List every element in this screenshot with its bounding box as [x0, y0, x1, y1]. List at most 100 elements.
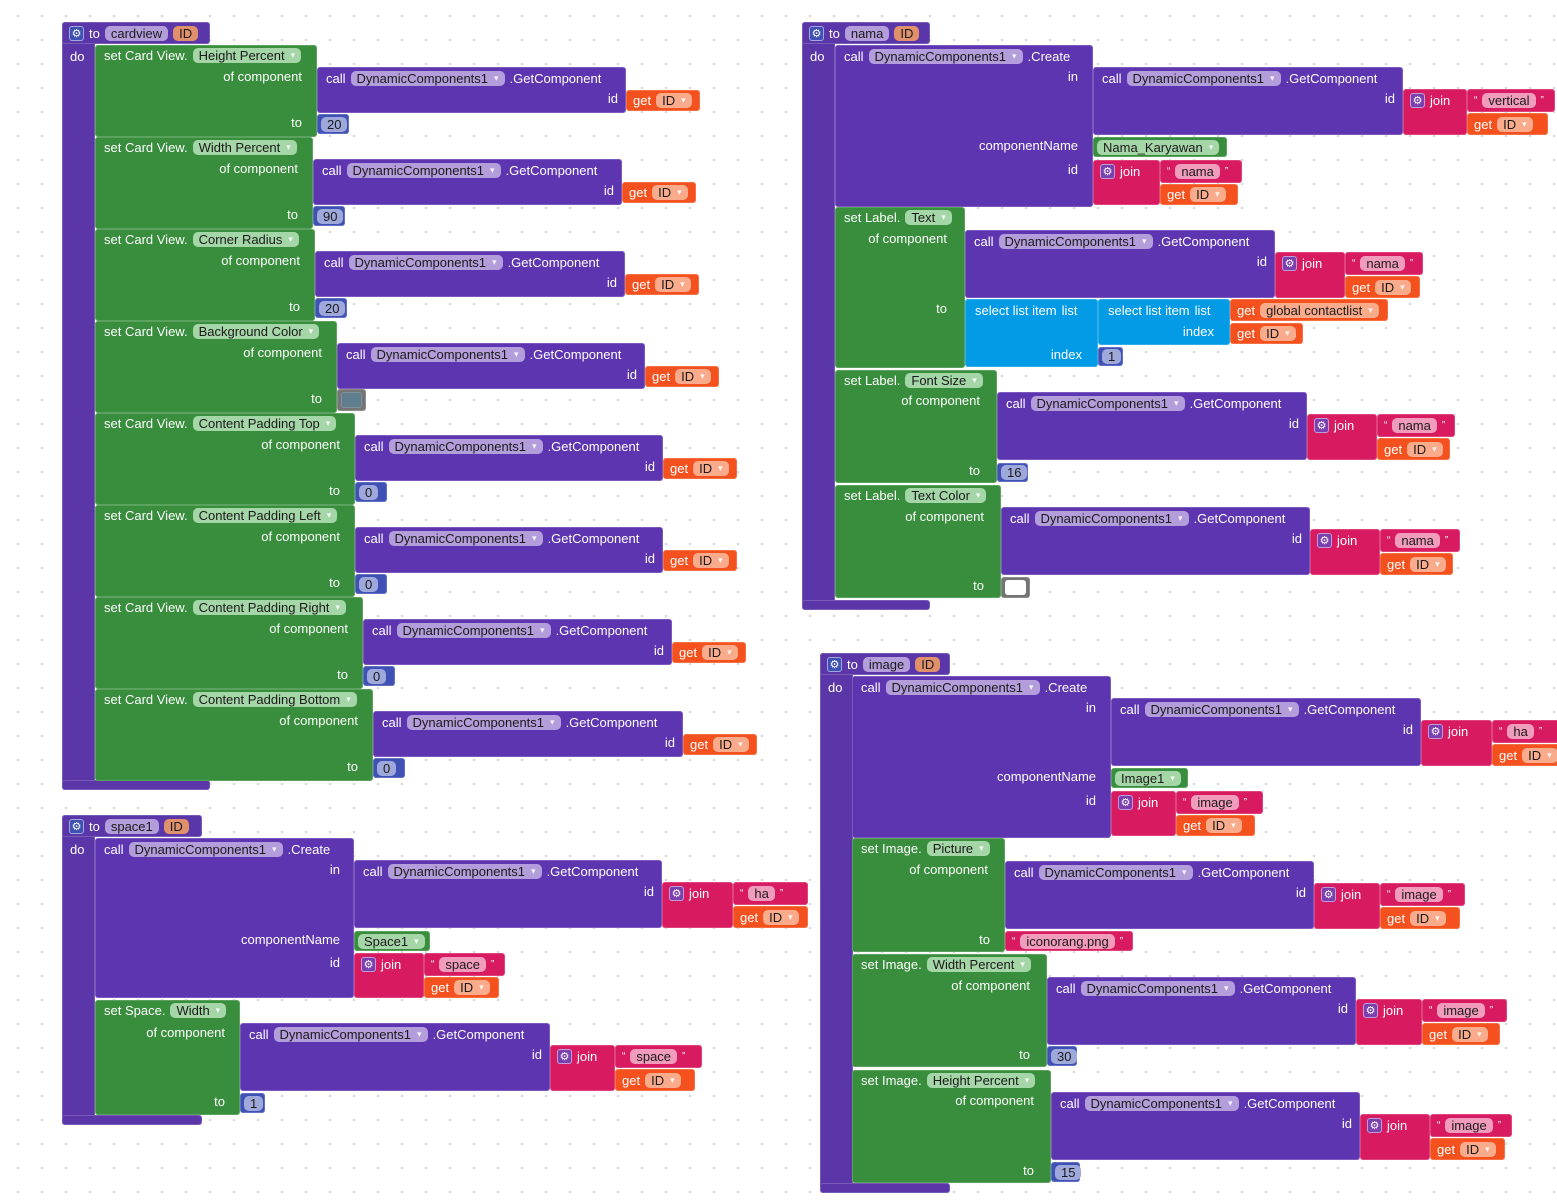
text-value[interactable]: iconorang.png: [1020, 933, 1115, 949]
component-dropdown[interactable]: DynamicComponents1 ▾: [348, 254, 503, 270]
variable-dropdown[interactable]: ID ▾: [763, 909, 799, 925]
number-value[interactable]: 0: [377, 760, 397, 776]
property-setter-block[interactable]: [835, 485, 1001, 598]
property-dropdown[interactable]: Background Color ▾: [192, 323, 320, 339]
select-list-item-block[interactable]: [1098, 299, 1230, 345]
procedure-gear-icon[interactable]: ⚙: [69, 818, 84, 834]
number-value[interactable]: 0: [367, 668, 387, 684]
join-mutator-gear-icon[interactable]: ⚙: [361, 956, 376, 972]
text-value[interactable]: image: [1395, 887, 1443, 902]
component-dropdown[interactable]: DynamicComponents1 ▾: [1144, 701, 1299, 717]
property-setter-block[interactable]: [835, 207, 965, 368]
variable-dropdown[interactable]: ID ▾: [1410, 556, 1446, 572]
property-dropdown[interactable]: Width Percent ▾: [926, 956, 1031, 972]
component-dropdown[interactable]: DynamicComponents1 ▾: [1126, 70, 1281, 86]
color-swatch[interactable]: [341, 392, 362, 408]
component-dropdown[interactable]: DynamicComponents1 ▾: [868, 48, 1023, 64]
component-dropdown[interactable]: DynamicComponents1 ▾: [388, 530, 543, 546]
variable-dropdown[interactable]: ID ▾: [1206, 818, 1242, 833]
parameter-field[interactable]: ID: [894, 25, 920, 41]
number-value[interactable]: 30: [1051, 1048, 1078, 1064]
procedure-name-field[interactable]: image: [862, 656, 911, 672]
component-dropdown[interactable]: DynamicComponents1 ▾: [1080, 980, 1235, 996]
join-mutator-gear-icon[interactable]: ⚙: [1321, 886, 1336, 902]
number-value[interactable]: 1: [1102, 349, 1122, 364]
variable-dropdown[interactable]: ID ▾: [1190, 187, 1226, 202]
procedure-gear-icon[interactable]: ⚙: [827, 656, 842, 672]
create-call-block[interactable]: [852, 676, 1111, 838]
component-dropdown[interactable]: DynamicComponents1 ▾: [128, 841, 283, 857]
join-mutator-gear-icon[interactable]: ⚙: [1317, 532, 1332, 548]
variable-dropdown[interactable]: ID ▾: [454, 980, 490, 995]
text-value[interactable]: image: [1191, 795, 1239, 810]
text-value[interactable]: ha: [1507, 724, 1534, 739]
component-dropdown[interactable]: DynamicComponents1 ▾: [350, 70, 505, 86]
property-dropdown[interactable]: Text Color ▾: [905, 487, 987, 503]
variable-dropdown[interactable]: ID ▾: [655, 277, 691, 292]
number-value[interactable]: 90: [317, 208, 344, 224]
property-dropdown[interactable]: Content Padding Bottom ▾: [192, 691, 357, 707]
property-setter-block[interactable]: [852, 1070, 1051, 1183]
join-mutator-gear-icon[interactable]: ⚙: [1363, 1002, 1378, 1018]
property-dropdown[interactable]: Content Padding Left ▾: [192, 507, 338, 523]
property-dropdown[interactable]: Content Padding Top ▾: [192, 415, 337, 431]
variable-dropdown[interactable]: global contactlist ▾: [1260, 302, 1379, 318]
procedure-name-field[interactable]: cardview: [104, 25, 169, 41]
variable-dropdown[interactable]: ID ▾: [693, 461, 729, 476]
component-dropdown[interactable]: DynamicComponents1 ▾: [406, 714, 561, 730]
variable-dropdown[interactable]: ID ▾: [652, 185, 688, 200]
procedure-gear-icon[interactable]: ⚙: [809, 25, 824, 41]
property-dropdown[interactable]: Picture ▾: [926, 840, 990, 856]
join-mutator-gear-icon[interactable]: ⚙: [1410, 92, 1425, 108]
text-value[interactable]: vertical: [1482, 93, 1536, 108]
join-mutator-gear-icon[interactable]: ⚙: [1367, 1117, 1382, 1133]
component-dropdown[interactable]: DynamicComponents1 ▾: [885, 679, 1040, 695]
number-value[interactable]: 20: [321, 116, 348, 132]
text-value[interactable]: image: [1445, 1118, 1493, 1133]
variable-dropdown[interactable]: ID ▾: [675, 369, 711, 384]
component-dropdown[interactable]: DynamicComponents1 ▾: [1030, 395, 1185, 411]
component-dropdown[interactable]: DynamicComponents1 ▾: [346, 162, 501, 178]
join-mutator-gear-icon[interactable]: ⚙: [1100, 163, 1115, 179]
variable-dropdown[interactable]: ID ▾: [1407, 441, 1443, 457]
component-name-dropdown[interactable]: Space1 ▾: [358, 933, 425, 949]
property-dropdown[interactable]: Width Percent ▾: [192, 139, 297, 155]
color-swatch[interactable]: [1005, 580, 1026, 595]
variable-dropdown[interactable]: ID ▾: [1410, 910, 1446, 926]
number-value[interactable]: 0: [359, 576, 379, 592]
join-mutator-gear-icon[interactable]: ⚙: [669, 885, 684, 901]
number-value[interactable]: 20: [319, 300, 346, 316]
parameter-field[interactable]: ID: [163, 818, 189, 834]
text-value[interactable]: nama: [1360, 256, 1405, 271]
number-value[interactable]: 0: [359, 484, 379, 500]
number-value[interactable]: 16: [1001, 465, 1028, 480]
join-mutator-gear-icon[interactable]: ⚙: [1118, 794, 1133, 810]
procedure-gear-icon[interactable]: ⚙: [69, 25, 84, 41]
variable-dropdown[interactable]: ID ▾: [693, 553, 729, 568]
parameter-field[interactable]: ID: [915, 656, 941, 672]
text-value[interactable]: nama: [1395, 533, 1440, 548]
variable-dropdown[interactable]: ID ▾: [713, 737, 749, 752]
variable-dropdown[interactable]: ID ▾: [1522, 747, 1557, 763]
property-dropdown[interactable]: Height Percent ▾: [192, 47, 302, 63]
procedure-name-field[interactable]: nama: [844, 25, 890, 41]
text-value[interactable]: ha: [748, 886, 775, 901]
component-name-dropdown[interactable]: Image1 ▾: [1115, 770, 1181, 786]
variable-dropdown[interactable]: ID ▾: [1452, 1026, 1488, 1042]
variable-dropdown[interactable]: ID ▾: [1375, 279, 1411, 295]
component-dropdown[interactable]: DynamicComponents1 ▾: [387, 863, 542, 879]
create-call-block[interactable]: [835, 45, 1093, 207]
join-mutator-gear-icon[interactable]: ⚙: [1428, 723, 1443, 739]
number-value[interactable]: 1: [244, 1095, 264, 1111]
component-dropdown[interactable]: DynamicComponents1 ▾: [370, 346, 525, 362]
component-dropdown[interactable]: DynamicComponents1 ▾: [396, 622, 551, 638]
parameter-field[interactable]: ID: [173, 25, 199, 41]
property-setter-block[interactable]: [852, 954, 1047, 1067]
create-call-block[interactable]: [95, 838, 354, 998]
property-setter-block[interactable]: [835, 370, 997, 483]
property-setter-block[interactable]: [852, 838, 1005, 952]
component-dropdown[interactable]: DynamicComponents1 ▾: [1084, 1095, 1239, 1111]
property-dropdown[interactable]: Font Size ▾: [905, 372, 983, 388]
text-value[interactable]: image: [1437, 1003, 1485, 1018]
